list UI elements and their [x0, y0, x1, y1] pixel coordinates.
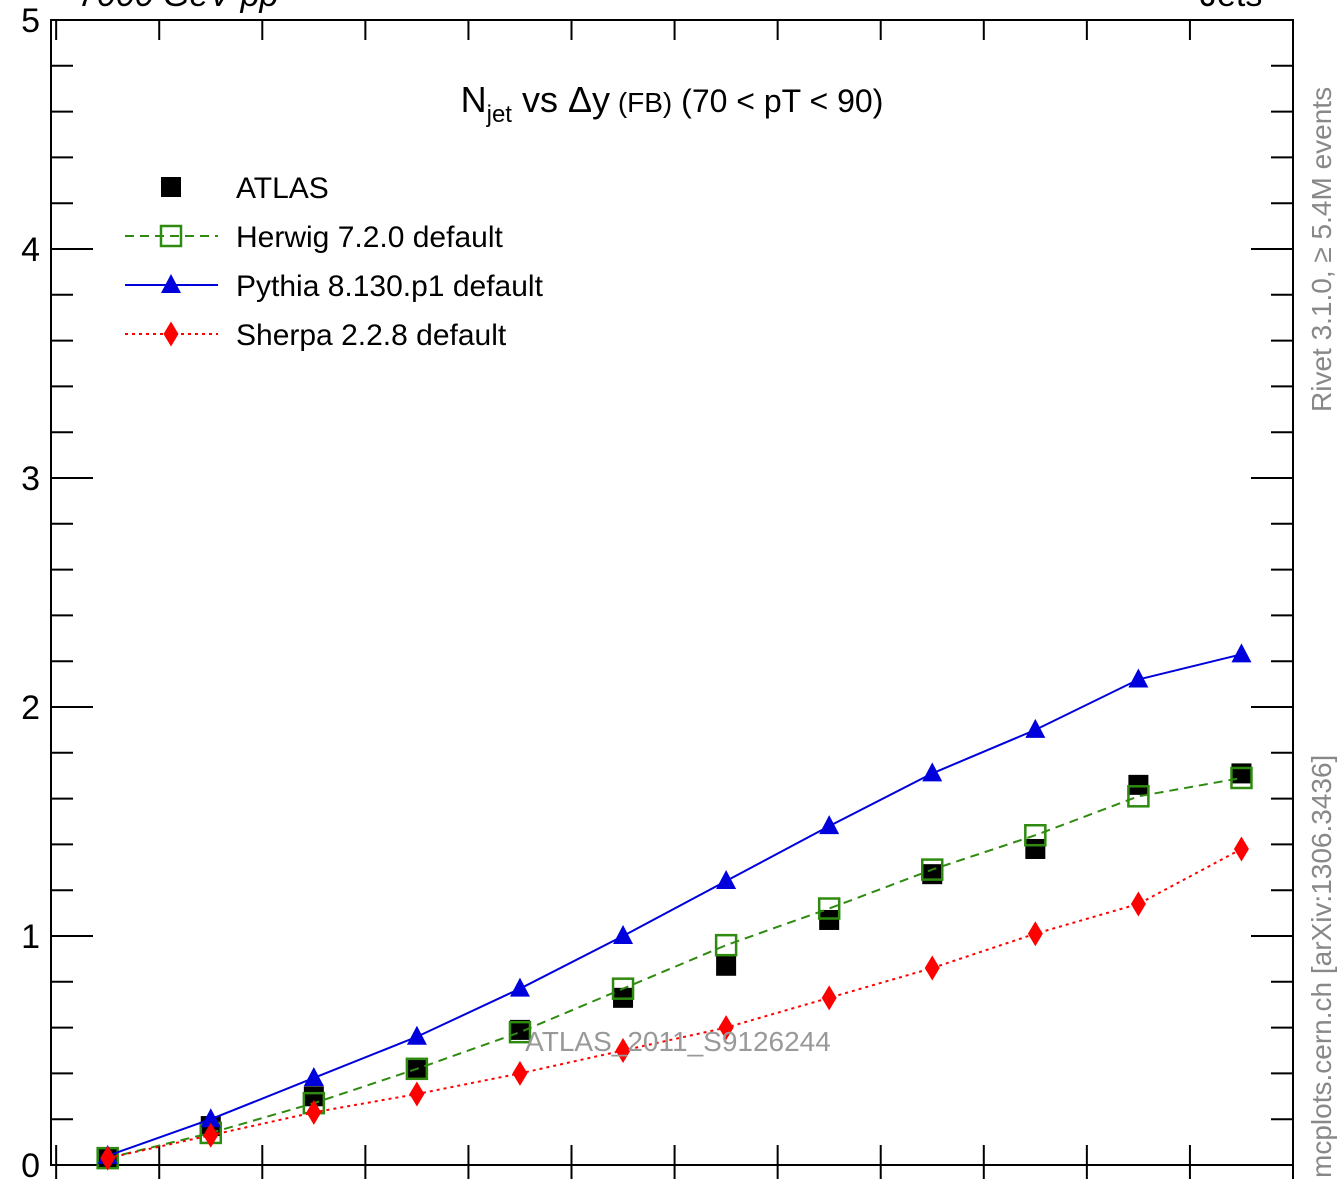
point-marker	[405, 1057, 429, 1081]
point-marker	[512, 1060, 528, 1086]
y-tick-label: 4	[21, 231, 40, 269]
series-atlas	[97, 763, 1252, 1169]
title-paren: (FB)	[610, 87, 672, 118]
point-marker	[718, 1015, 734, 1041]
point-marker	[613, 925, 634, 944]
point-marker	[161, 177, 181, 197]
series-line	[107, 848, 1242, 1160]
rivet-label: Rivet 3.1.0, ≥ 5.4M events	[1306, 86, 1337, 412]
legend: ATLAS Herwig 7.2.0 default Pythia 8.130.p1…	[125, 172, 544, 352]
point-marker	[1127, 785, 1150, 808]
legend-entry: Herwig 7.2.0 default	[125, 221, 503, 254]
title-main: N	[461, 79, 487, 120]
point-marker	[1027, 921, 1043, 947]
header-right: Jets	[1200, 0, 1262, 14]
point-marker	[716, 870, 737, 890]
legend-label: Sherpa 2.2.8 default	[236, 319, 507, 352]
series-pythia-8-130-p1-default	[97, 643, 1252, 1164]
y-tick-label: 5	[21, 2, 40, 40]
y-tick-label: 0	[21, 1147, 40, 1179]
point-marker	[1025, 838, 1046, 859]
point-marker	[409, 1081, 425, 1107]
point-marker	[163, 321, 179, 347]
series-herwig-7-2-0-default	[96, 766, 1253, 1170]
point-marker	[922, 762, 943, 782]
point-marker	[1231, 643, 1252, 663]
point-marker	[406, 1025, 427, 1045]
point-marker	[922, 864, 943, 885]
y-tick-label: 1	[21, 918, 40, 956]
legend-label: ATLAS	[236, 172, 329, 205]
point-marker	[714, 933, 738, 957]
title-delta: Δy	[568, 79, 610, 120]
point-marker	[303, 1066, 324, 1086]
chart-title: Njet vs Δy (FB) (70 < pT < 90)	[461, 79, 884, 128]
y-tick-label: 2	[21, 689, 40, 727]
point-marker	[161, 274, 181, 293]
point-marker	[1231, 763, 1252, 784]
title-sub: jet	[486, 101, 513, 128]
point-marker	[716, 955, 737, 976]
mcplots-label: mcplots.cern.ch [arXiv:1306.3436]	[1306, 754, 1337, 1178]
legend-entry: Pythia 8.130.p1 default	[125, 270, 544, 303]
legend-label: Herwig 7.2.0 default	[236, 221, 503, 254]
point-marker	[819, 909, 840, 930]
point-marker	[100, 1145, 116, 1171]
point-marker	[819, 815, 840, 835]
point-marker	[306, 1099, 322, 1125]
series-layer	[96, 643, 1253, 1171]
point-marker	[821, 985, 837, 1011]
point-marker	[924, 955, 940, 981]
header-left: 7000 GeV pp	[78, 0, 278, 14]
y-tick-label: 3	[21, 460, 40, 498]
axes: 0 1 2 3 4 5	[21, 2, 1294, 1179]
legend-label: Pythia 8.130.p1 default	[236, 270, 544, 303]
legend-entry: Sherpa 2.2.8 default	[125, 319, 507, 352]
point-marker	[200, 1108, 221, 1128]
series-line	[107, 777, 1242, 1160]
series-line	[107, 653, 1242, 1157]
title-rest: vs	[512, 79, 568, 120]
point-marker	[203, 1122, 219, 1148]
point-marker	[159, 224, 183, 248]
plot-frame	[50, 19, 1294, 1166]
point-marker	[1128, 774, 1149, 795]
point-marker	[1230, 766, 1253, 790]
point-marker	[611, 977, 635, 1000]
point-marker	[508, 1020, 532, 1044]
point-marker	[1024, 823, 1047, 847]
point-marker	[817, 897, 841, 920]
point-marker	[1233, 836, 1249, 862]
title-range: (70 < pT < 90)	[672, 83, 883, 119]
point-marker	[509, 977, 530, 997]
watermark: ATLAS_2011_S9126244	[525, 1026, 831, 1057]
point-marker	[921, 858, 944, 881]
point-marker	[615, 1038, 631, 1063]
series-sherpa-2-2-8-default	[100, 836, 1249, 1171]
point-marker	[1130, 891, 1146, 917]
legend-entry: ATLAS	[161, 172, 329, 205]
point-marker	[1128, 668, 1149, 688]
point-marker	[1025, 718, 1046, 738]
